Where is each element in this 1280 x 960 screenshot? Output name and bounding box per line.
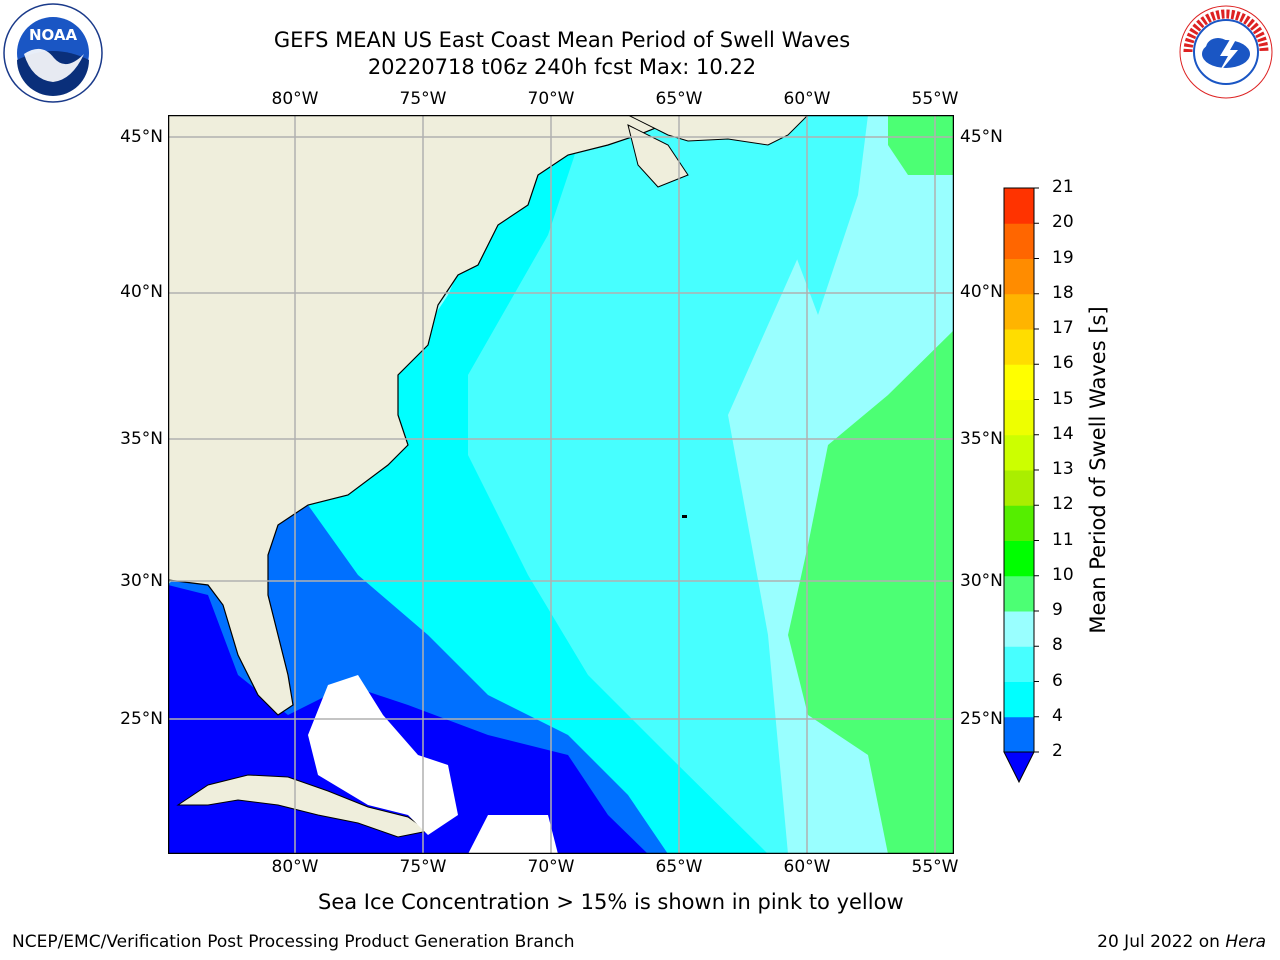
colorbar-tick-label: 14	[1052, 423, 1074, 444]
lon-label-bottom: 80°W	[271, 857, 319, 877]
swell-band-9-10	[788, 330, 954, 854]
colorbar-segment	[1004, 611, 1034, 647]
lon-label-top: 60°W	[783, 89, 831, 109]
colorbar-tick-label: 8	[1052, 635, 1063, 656]
sea-ice-footnote: Sea Ice Concentration > 15% is shown in …	[318, 890, 904, 914]
bermuda	[682, 515, 687, 518]
lat-label-right: 25°N	[960, 709, 1003, 729]
credit-branch: NCEP/EMC/Verification Post Processing Pr…	[12, 932, 575, 952]
lat-label-left: 45°N	[120, 127, 163, 147]
colorbar-tick-label: 10	[1052, 564, 1074, 585]
colorbar-segment	[1004, 364, 1034, 400]
lon-label-bottom: 55°W	[911, 857, 959, 877]
credit-date-text: 20 Jul 2022 on	[1097, 932, 1226, 952]
noaa-logo-text: NOAA	[29, 26, 78, 44]
graticule	[168, 115, 954, 854]
lon-label-top: 65°W	[655, 89, 703, 109]
colorbar-tick-label: 13	[1052, 459, 1074, 479]
colorbar-segment	[1004, 716, 1034, 753]
lat-label-left: 35°N	[120, 429, 163, 449]
colorbar-segment	[1004, 399, 1034, 436]
colorbar-segment	[1004, 434, 1034, 471]
colorbar-tick-label: 18	[1052, 282, 1074, 303]
nws-logo	[1179, 5, 1273, 99]
colorbar-segment	[1004, 575, 1034, 612]
lat-label-left: 40°N	[120, 282, 163, 302]
lon-label-bottom: 75°W	[399, 857, 447, 877]
map-panel	[168, 115, 954, 854]
colorbar-segment	[1004, 540, 1034, 577]
colorbar-tick-label: 9	[1052, 600, 1063, 620]
colorbar-segment	[1004, 258, 1034, 295]
colorbar-tick-label: 11	[1052, 529, 1074, 550]
lat-label-left: 30°N	[120, 571, 163, 591]
lat-label-right: 45°N	[960, 127, 1003, 147]
colorbar-tick-label: 2	[1052, 741, 1063, 761]
lon-label-top: 70°W	[527, 89, 575, 109]
colorbar-segment	[1004, 505, 1034, 541]
colorbar-segment	[1004, 293, 1034, 330]
colorbar-tick-label: 12	[1052, 494, 1074, 515]
colorbar-tick-label: 15	[1052, 388, 1074, 409]
colorbar-segment	[1004, 681, 1034, 718]
colorbar-tick-label: 20	[1052, 212, 1074, 233]
lon-label-top: 75°W	[399, 89, 447, 109]
lat-label-right: 35°N	[960, 429, 1003, 449]
lat-label-right: 40°N	[960, 282, 1003, 302]
land-north-america	[168, 115, 689, 716]
colorbar	[1003, 187, 1039, 784]
colorbar-segment	[1004, 470, 1034, 506]
chart-subtitle: 20220718 t06z 240h fcst Max: 10.22	[367, 55, 757, 79]
colorbar-segment	[1004, 646, 1034, 682]
lon-label-top: 80°W	[271, 89, 319, 109]
lat-label-right: 30°N	[960, 571, 1003, 591]
colorbar-segment	[1004, 329, 1034, 365]
colorbar-tick-label: 21	[1052, 177, 1074, 197]
lon-label-bottom: 70°W	[527, 857, 575, 877]
lon-label-bottom: 65°W	[655, 857, 703, 877]
colorbar-tick-label: 16	[1052, 353, 1074, 374]
colorbar-title: Mean Period of Swell Waves [s]	[1086, 306, 1110, 634]
credit-host: Hera	[1225, 932, 1266, 952]
colorbar-tick-label: 4	[1052, 705, 1063, 726]
colorbar-tick-label: 17	[1052, 318, 1074, 338]
lat-label-left: 25°N	[120, 709, 163, 729]
noaa-logo: NOAA	[3, 3, 103, 103]
colorbar-tick-label: 19	[1052, 247, 1074, 268]
colorbar-tick-label: 6	[1052, 670, 1063, 691]
lon-label-top: 55°W	[911, 89, 959, 109]
colorbar-segment	[1004, 223, 1034, 259]
colorbar-segment	[1004, 188, 1034, 224]
chart-title: GEFS MEAN US East Coast Mean Period of S…	[273, 28, 851, 52]
bahamas-nodata	[308, 675, 458, 835]
credit-date: 20 Jul 2022 on Hera	[1097, 932, 1266, 952]
colorbar-under-triangle	[1003, 751, 1035, 784]
lon-label-bottom: 60°W	[783, 857, 831, 877]
